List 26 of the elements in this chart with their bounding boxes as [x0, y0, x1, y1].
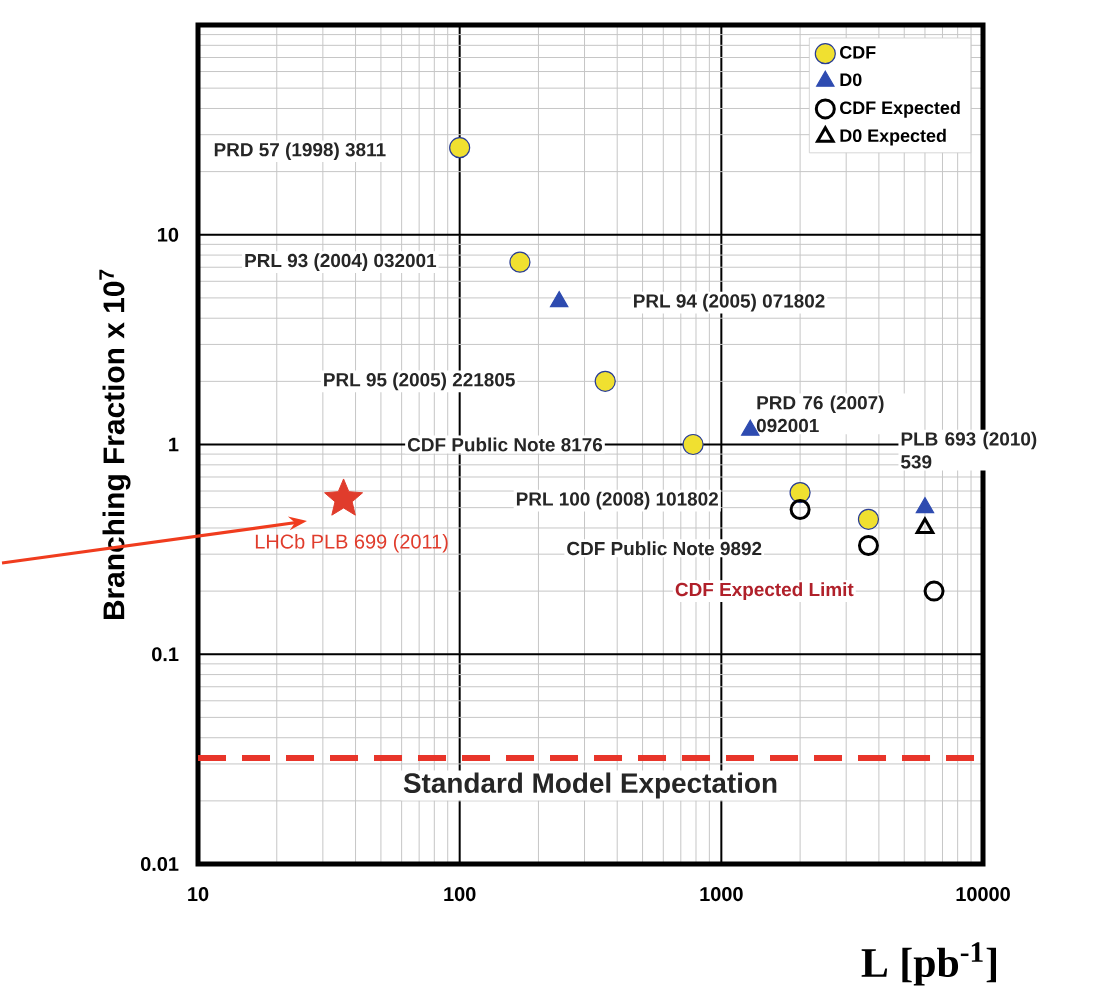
y-tick-label: 1: [169, 437, 179, 452]
annotation: CDF Public Note 8176: [407, 437, 603, 452]
y-axis-title: Branching Fraction x 10$^{7}$: [99, 269, 131, 620]
legend-label: D0 Expected: [840, 128, 946, 146]
annotation: PRL 93 (2004) 032001: [245, 253, 437, 272]
annotation: PRL 94 (2005) 071802: [634, 293, 825, 312]
legend-label: CDF: [840, 45, 876, 59]
annotation: CDF Expected Limit: [675, 582, 854, 600]
legend-label: D0: [840, 73, 862, 87]
x-tick-label: 10: [188, 887, 209, 902]
y-tick-label: 10: [158, 227, 179, 242]
annotation: PLB 693 (2010) 539: [901, 431, 1037, 469]
annotation: PRD 57 (1998) 3811: [214, 142, 386, 161]
annotation: PRL 95 (2005) 221805: [324, 372, 515, 391]
annotation: PRL 100 (2008) 101802: [516, 491, 718, 510]
ref-line-label: Standard Model Expectation: [403, 772, 777, 799]
legend-label: CDF Expected: [840, 100, 960, 118]
y-tick-label: 0.1: [152, 647, 179, 662]
x-tick-label: 1000: [700, 887, 743, 902]
x-tick-label: 10000: [956, 887, 1010, 902]
x-tick-label: 100: [444, 887, 476, 902]
annotation: CDF Public Note 9892: [567, 541, 762, 556]
series-label: LHCb PLB 699 (2011): [255, 534, 448, 553]
annotation: PRD 76 (2007) 092001: [756, 395, 884, 433]
y-tick-label: 0.01: [140, 856, 179, 872]
x-axis-title: L [pb$^{-1}$]: [861, 942, 997, 986]
